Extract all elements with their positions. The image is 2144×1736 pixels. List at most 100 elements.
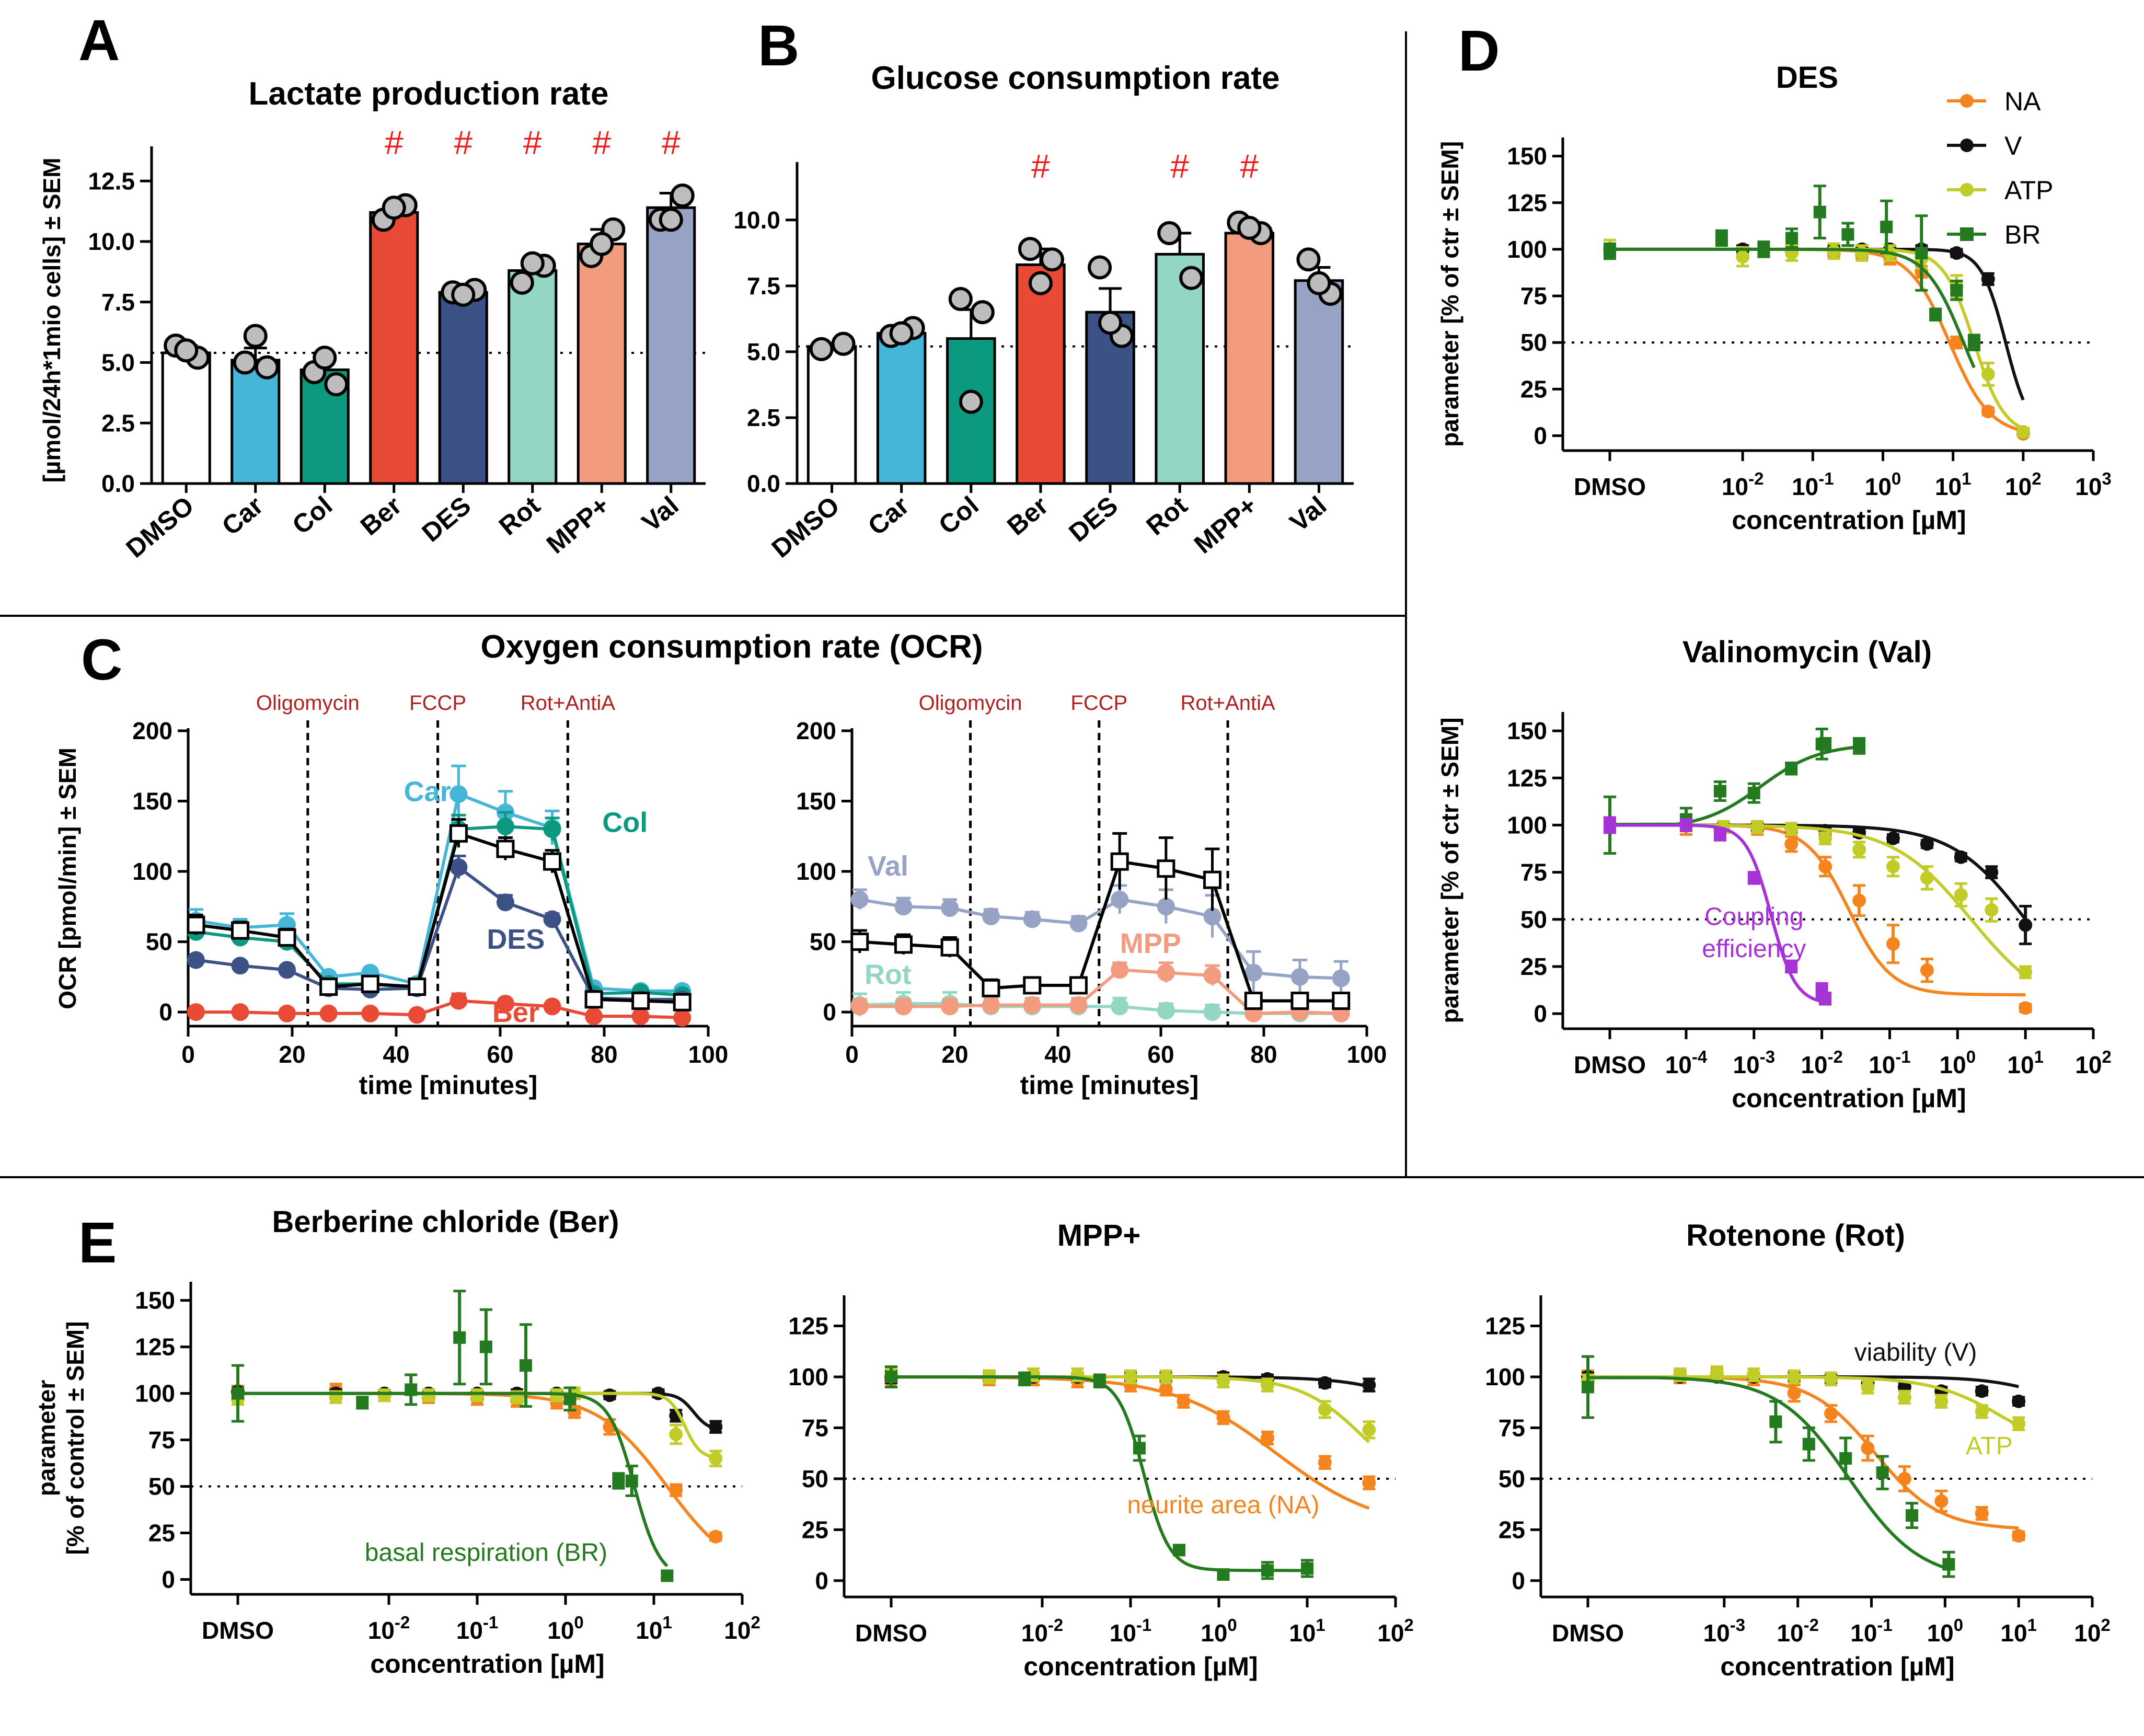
- x-tick-label: 10-2: [1021, 1615, 1064, 1647]
- x-tick-label: 10-1: [456, 1613, 499, 1644]
- data-point: [1023, 910, 1041, 928]
- data-point: [1747, 871, 1760, 884]
- data-point: [449, 992, 468, 1010]
- x-tick-label: Val: [1284, 491, 1332, 537]
- data-point: [1362, 1476, 1376, 1490]
- significance-mark: #: [662, 124, 681, 162]
- x-tick-label: 10-1: [1110, 1615, 1152, 1647]
- injection-label: Oligomycin: [256, 692, 360, 715]
- x-tick-label: 10-2: [1722, 469, 1764, 500]
- panel-label-e: E: [78, 1211, 117, 1275]
- data-point: [2012, 1417, 2026, 1431]
- legend-marker: [1960, 183, 1974, 197]
- y-tick-label: 75: [1520, 859, 1547, 886]
- y-tick-label: 125: [135, 1333, 175, 1361]
- data-point: [174, 338, 199, 363]
- data-point: [1159, 1370, 1173, 1384]
- data-point: [1954, 888, 1968, 902]
- data-point: [1886, 937, 1900, 951]
- legend-label-atp: ATP: [2004, 176, 2054, 205]
- data-point: [1332, 969, 1350, 987]
- injection-label: Oligomycin: [919, 692, 1022, 715]
- x-tick-label: 100: [1347, 1041, 1387, 1068]
- chart-c1: Oxygen consumption rate (OCR) 0 50 100 150 20…: [54, 629, 983, 1100]
- injection-label: FCCP: [409, 692, 466, 715]
- x-tick-label: DMSO: [766, 491, 845, 564]
- y-tick-label: 0: [815, 1567, 828, 1594]
- y-tick-label: 200: [796, 717, 836, 744]
- fit-curve-na: [1586, 1375, 2019, 1530]
- data-point: [1802, 1438, 1815, 1451]
- panel-label-d: D: [1458, 19, 1500, 83]
- data-point: [1216, 1410, 1230, 1424]
- data-point: [1813, 205, 1826, 219]
- panel-label-b: B: [758, 14, 799, 78]
- data-point: [1950, 284, 1963, 297]
- x-tick-label: 102: [2074, 1615, 2111, 1647]
- x-tick-label: Car: [216, 491, 269, 541]
- x-tick-label: Col: [287, 491, 338, 541]
- data-point: [1853, 739, 1866, 752]
- chart-title: Lactate production rate: [249, 76, 609, 112]
- data-point: [1088, 255, 1112, 280]
- data-point: [1852, 843, 1866, 857]
- data-point: [278, 1004, 296, 1022]
- chart-title: DES: [1776, 61, 1838, 95]
- data-point: [1111, 961, 1129, 979]
- data-point: [1203, 907, 1221, 926]
- injection-label: Rot+AntiA: [1180, 692, 1275, 715]
- data-point: [324, 372, 349, 397]
- data-point: [1260, 1378, 1274, 1392]
- y-tick-label: 100: [1507, 236, 1547, 263]
- data-point: [1905, 1509, 1918, 1522]
- bar-ber: [369, 211, 419, 485]
- y-tick-label: 5.0: [101, 349, 135, 376]
- series-label: Ber: [492, 997, 539, 1028]
- data-point: [1942, 1558, 1955, 1571]
- charts-group: Lactate production rate 0.0 2.5 5.0 7.5 10.0 1…: [33, 60, 2112, 1681]
- y-tick-label: 50: [802, 1465, 828, 1492]
- panel-label-a: A: [78, 8, 120, 73]
- y-tick-label: 50: [810, 928, 836, 956]
- x-tick-label-dmso: DMSO: [1574, 1051, 1646, 1078]
- x-tick-label: MPP+: [541, 491, 615, 559]
- data-point: [451, 282, 476, 307]
- data-point: [1981, 367, 1995, 381]
- fit-curve-br: [891, 1375, 1308, 1572]
- y-tick-label: 0: [159, 998, 172, 1026]
- series-label: Val: [868, 850, 908, 882]
- chart-b: Glucose consumption rate 0.0 2.5 5.0 7.5 10.0…: [733, 60, 1354, 564]
- x-axis-label: concentration [µM]: [1720, 1652, 1954, 1681]
- data-point: [543, 997, 561, 1016]
- x-axis-label: time [minutes]: [1020, 1071, 1199, 1100]
- data-point: [543, 820, 561, 838]
- data-point: [1111, 997, 1129, 1016]
- x-tick-label: Col: [933, 491, 984, 541]
- data-point: [1715, 232, 1728, 245]
- y-tick-label: 100: [1485, 1363, 1525, 1390]
- data-point: [959, 389, 983, 414]
- data-point: [940, 938, 959, 957]
- x-tick-label: 60: [487, 1041, 513, 1068]
- data-point: [1861, 1380, 1875, 1394]
- data-point: [1332, 992, 1351, 1010]
- data-point: [1950, 246, 1964, 260]
- y-tick-label: 75: [1520, 282, 1547, 309]
- data-point: [453, 1331, 466, 1344]
- data-point: [543, 852, 561, 871]
- data-point: [1301, 1562, 1313, 1575]
- series-label: MPP: [1120, 928, 1181, 959]
- data-point: [1244, 963, 1263, 982]
- data-point: [1710, 1366, 1724, 1380]
- data-point: [2019, 965, 2033, 979]
- data-point: [278, 961, 296, 979]
- data-point: [313, 346, 337, 370]
- data-point: [1604, 245, 1616, 258]
- y-axis-label: [µmol/24h*1mio cells] ± SEM: [38, 158, 65, 483]
- y-tick-label: 0.0: [747, 470, 780, 497]
- fit-curve-na: [890, 1375, 1370, 1510]
- data-point: [1237, 215, 1262, 240]
- chart-a: Lactate production rate 0.0 2.5 5.0 7.5 10.0 1…: [38, 76, 706, 564]
- data-point: [1841, 228, 1854, 241]
- x-tick-label: 10-1: [1792, 469, 1834, 500]
